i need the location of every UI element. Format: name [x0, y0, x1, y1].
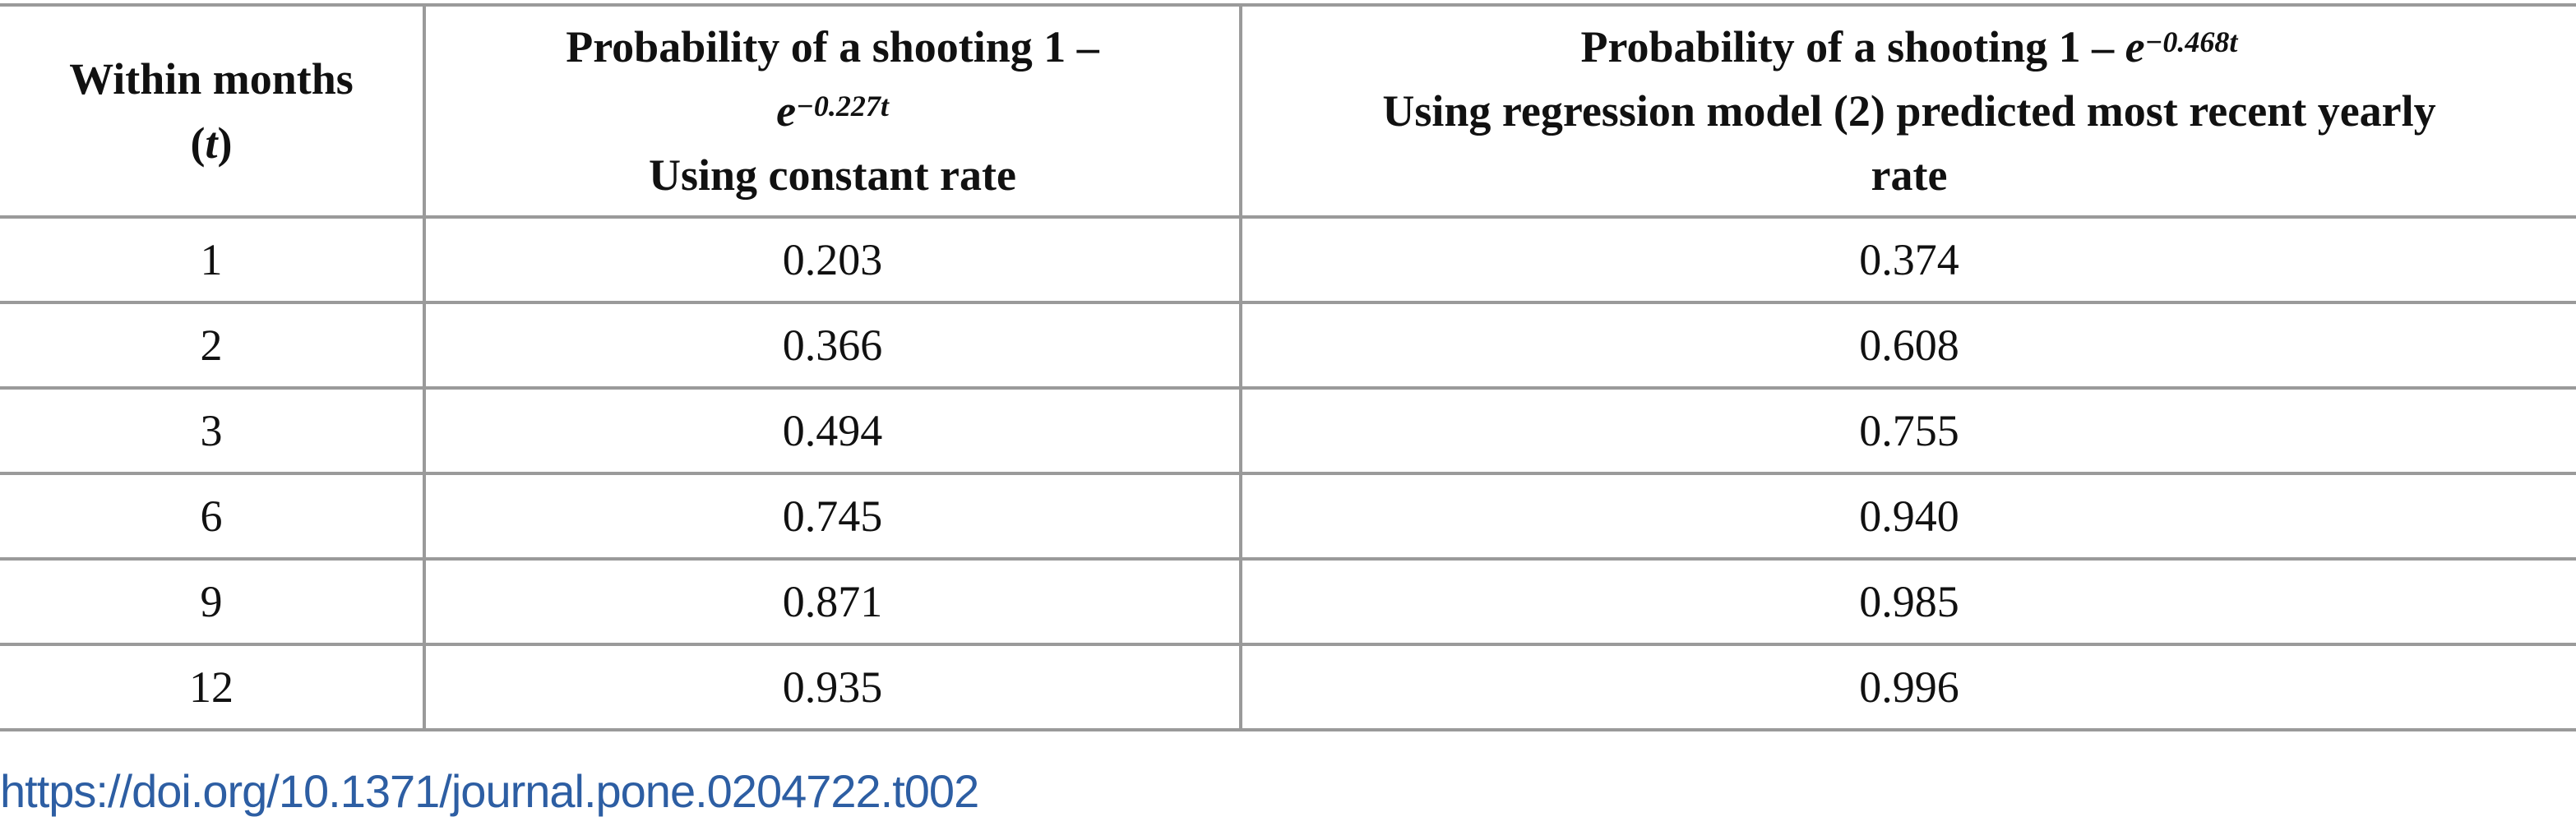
header-within-months-variable: (t) — [190, 118, 233, 168]
cell-months: 2 — [200, 321, 223, 370]
table-body: 1 0.203 0.374 2 0.366 0.608 3 0.494 0.75… — [0, 217, 2576, 730]
cell-regression-rate: 0.755 — [1239, 388, 2576, 473]
table-row: 1 0.203 0.374 — [0, 217, 2576, 302]
cell-constant-rate: 0.494 — [423, 388, 1241, 473]
cell-constant-rate: 0.935 — [423, 644, 1241, 730]
cell-regression-rate: 0.608 — [1239, 302, 2576, 388]
cell-regression-rate: 0.374 — [1239, 217, 2576, 302]
header-constant-rate-title: Probability of a shooting 1 – — [566, 22, 1099, 72]
header-constant-rate: Probability of a shooting 1 – e−0.227t U… — [423, 5, 1241, 217]
header-regression-rate: Probability of a shooting 1 – e−0.468t U… — [1239, 5, 2576, 217]
header-regression-rate-title: Probability of a shooting 1 – e−0.468t — [1580, 22, 2238, 72]
table-row: 9 0.871 0.985 — [0, 559, 2576, 644]
header-regression-rate-subtitle-cont: rate — [1871, 150, 1948, 200]
cell-regression-rate: 0.996 — [1239, 644, 2576, 730]
header-constant-rate-formula: e−0.227t — [776, 86, 889, 136]
cell-months: 6 — [200, 491, 223, 541]
probability-table-container: Within months (t) Probability of a shoot… — [0, 3, 2576, 731]
header-constant-rate-subtitle: Using constant rate — [649, 150, 1016, 200]
table-row: 3 0.494 0.755 — [0, 388, 2576, 473]
cell-regression-rate: 0.940 — [1239, 473, 2576, 559]
cell-constant-rate: 0.871 — [423, 559, 1241, 644]
probability-table: Within months (t) Probability of a shoot… — [0, 3, 2576, 731]
cell-months: 1 — [200, 235, 223, 284]
table-row: 2 0.366 0.608 — [0, 302, 2576, 388]
cell-months: 9 — [200, 577, 223, 626]
table-header: Within months (t) Probability of a shoot… — [0, 5, 2576, 217]
cell-months: 3 — [200, 406, 223, 455]
header-within-months: Within months (t) — [0, 5, 424, 217]
doi-link[interactable]: https://doi.org/10.1371/journal.pone.020… — [0, 765, 979, 817]
table-row: 6 0.745 0.940 — [0, 473, 2576, 559]
table-row: 12 0.935 0.996 — [0, 644, 2576, 730]
header-regression-rate-subtitle: Using regression model (2) predicted mos… — [1382, 86, 2436, 136]
header-row: Within months (t) Probability of a shoot… — [0, 5, 2576, 217]
cell-constant-rate: 0.203 — [423, 217, 1241, 302]
header-within-months-label: Within months — [69, 54, 354, 104]
cell-regression-rate: 0.985 — [1239, 559, 2576, 644]
cell-months: 12 — [189, 662, 234, 712]
cell-constant-rate: 0.366 — [423, 302, 1241, 388]
cell-constant-rate: 0.745 — [423, 473, 1241, 559]
